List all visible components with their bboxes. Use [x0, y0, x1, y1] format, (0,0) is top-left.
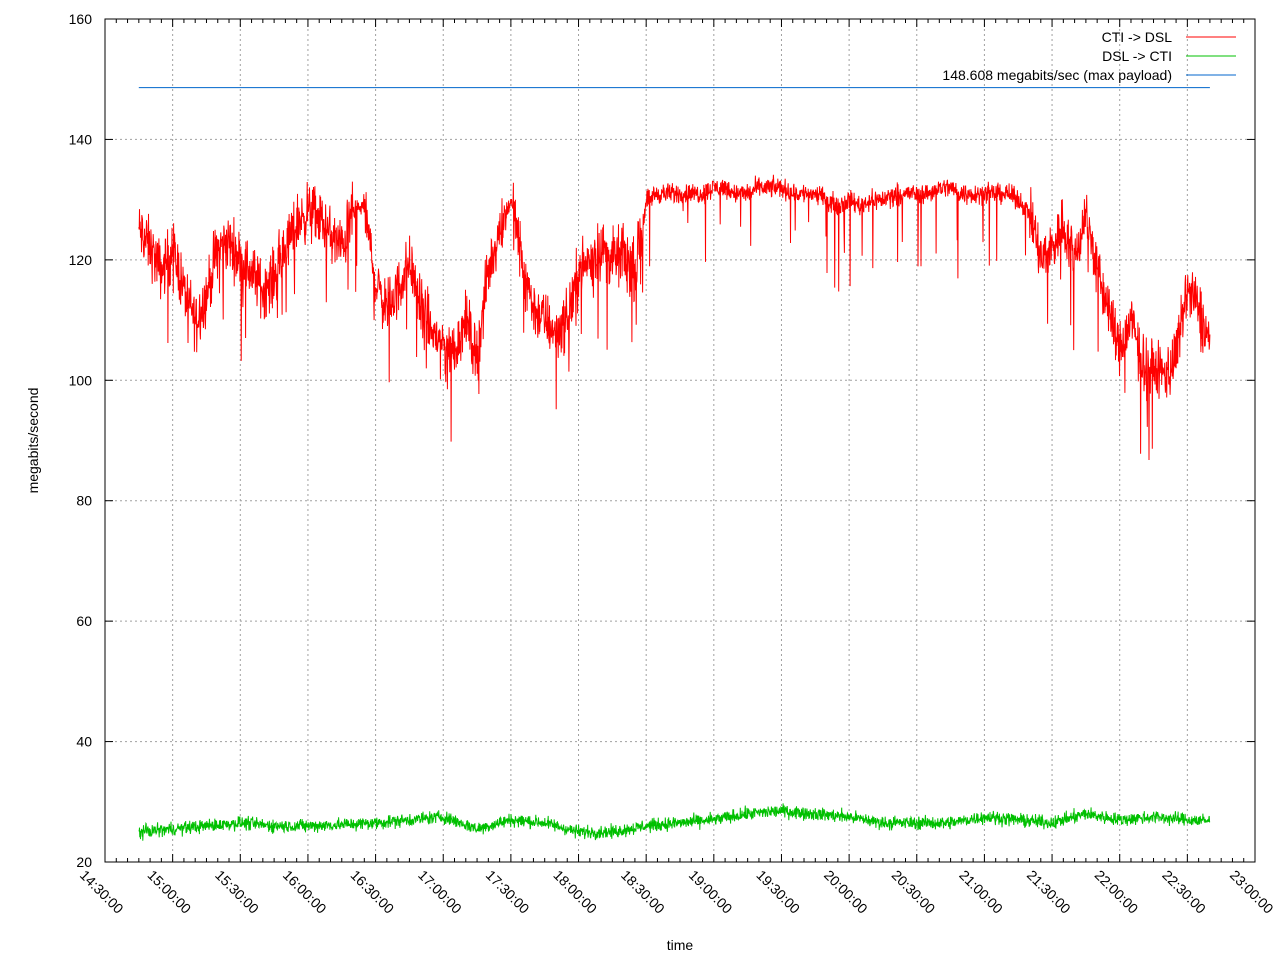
y-axis-label: megabits/second — [25, 388, 41, 494]
x-axis-label: time — [667, 937, 694, 953]
legend: CTI -> DSL DSL -> CTI 148.608 megabits/sec… — [942, 29, 1236, 83]
plot-series — [138, 87, 1211, 841]
legend-label-0: CTI -> DSL — [1102, 29, 1173, 45]
y-tick-label: 120 — [69, 252, 93, 268]
y-tick-label: 60 — [76, 613, 92, 629]
legend-label-2: 148.608 megabits/sec (max payload) — [942, 67, 1172, 83]
y-tick-label: 100 — [69, 372, 93, 388]
grid-lines — [105, 19, 1255, 862]
y-tick-label: 80 — [76, 493, 92, 509]
series-line-0 — [138, 174, 1211, 461]
series-line-1 — [138, 803, 1211, 841]
y-tick-label: 40 — [76, 734, 92, 750]
y-axis-ticks: 20 40 60 80 100 120 140 160 — [69, 11, 1255, 870]
y-tick-label: 160 — [69, 11, 93, 27]
legend-label-1: DSL -> CTI — [1102, 48, 1172, 64]
y-tick-label: 140 — [69, 131, 93, 147]
y-tick-label: 20 — [76, 854, 92, 870]
